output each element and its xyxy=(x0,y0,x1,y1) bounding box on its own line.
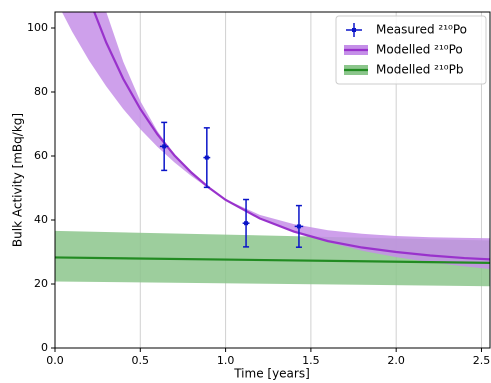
legend-label: Measured ²¹⁰Po xyxy=(376,23,467,37)
x-tick-label: 1.5 xyxy=(302,354,320,367)
data-point xyxy=(159,121,169,172)
x-tick-label: 0.5 xyxy=(132,354,150,367)
plot-area xyxy=(55,12,490,287)
y-tick-label: 60 xyxy=(34,149,48,162)
y-axis-label: Bulk Activity [mBq/kg] xyxy=(11,113,25,247)
point-marker xyxy=(204,155,209,160)
x-tick-label: 1.0 xyxy=(217,354,235,367)
x-tick-label: 2.5 xyxy=(473,354,491,367)
y-tick-label: 100 xyxy=(27,21,48,34)
axes: 0.0 0.5 1.0 1.5 2.0 2.5 0 20 40 60 80 100 xyxy=(27,21,490,367)
data-point xyxy=(242,198,250,248)
legend-swatch xyxy=(352,28,356,32)
x-tick-label: 2.0 xyxy=(387,354,405,367)
data-point xyxy=(294,204,304,248)
x-axis-label: Time [years] xyxy=(233,367,310,381)
model-line xyxy=(55,256,490,264)
legend-label: Modelled ²¹⁰Po xyxy=(376,43,463,57)
y-tick-label: 80 xyxy=(34,85,48,98)
axes-frame xyxy=(54,11,491,349)
legend-box xyxy=(335,15,487,85)
y-tick-label: 20 xyxy=(34,277,48,290)
x-tick-label: 0.0 xyxy=(46,354,64,367)
point-marker xyxy=(296,224,301,229)
legend: Measured ²¹⁰Po Modelled ²¹⁰Po Modelled ²¹⁰… xyxy=(335,15,487,85)
data-point xyxy=(203,127,211,189)
point-marker xyxy=(162,144,167,149)
point-marker xyxy=(244,221,249,226)
legend-label: Modelled ²¹⁰Pb xyxy=(376,63,463,77)
y-tick-label: 40 xyxy=(34,213,48,226)
y-tick-label: 0 xyxy=(41,341,48,354)
